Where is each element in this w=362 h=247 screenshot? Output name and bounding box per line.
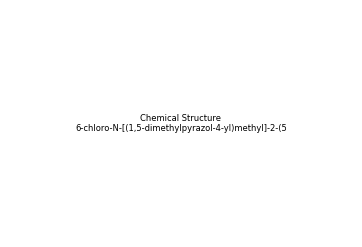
Text: Chemical Structure
6-chloro-N-[(1,5-dimethylpyrazol-4-yl)methyl]-2-(5: Chemical Structure 6-chloro-N-[(1,5-dime… — [75, 114, 287, 133]
